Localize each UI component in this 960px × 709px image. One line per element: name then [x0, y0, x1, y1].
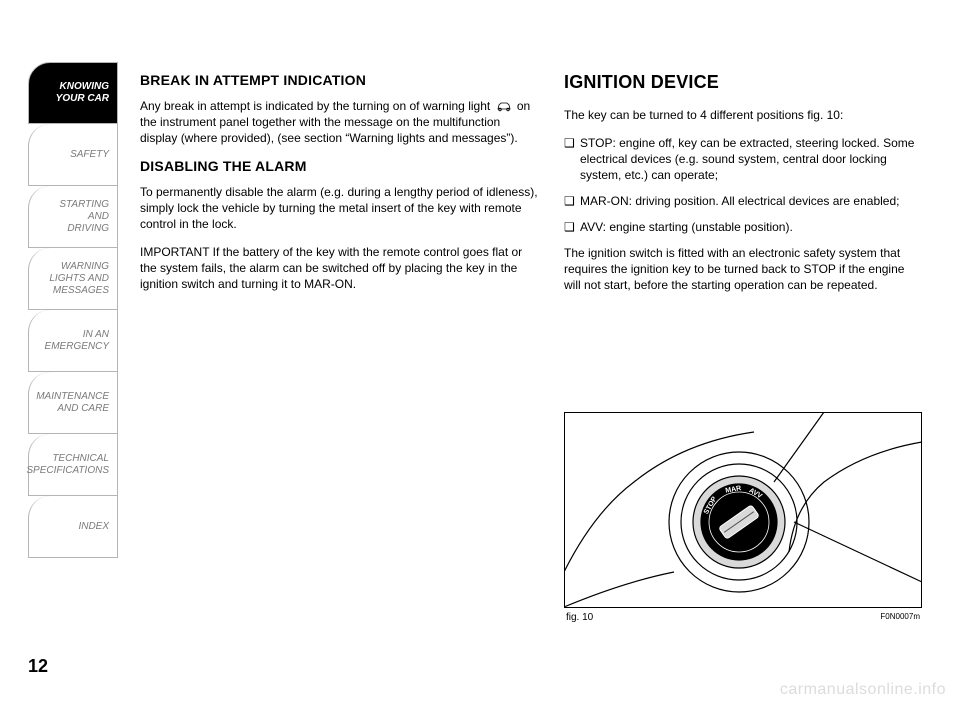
sidebar-tab-2[interactable]: STARTINGANDDRIVING: [28, 186, 118, 248]
heading-ignition: IGNITION DEVICE: [564, 72, 922, 93]
sidebar-tab-label: IN ANEMERGENCY: [45, 329, 109, 353]
sidebar-tab-label: MAINTENANCEAND CARE: [36, 391, 109, 415]
paragraph-ignition-after: The ignition switch is fitted with an el…: [564, 245, 922, 293]
sidebar-tab-label: STARTINGANDDRIVING: [59, 199, 109, 235]
heading-disable-alarm: DISABLING THE ALARM: [140, 158, 540, 174]
ignition-list-item: ❑STOP: engine off, key can be extracted,…: [564, 135, 922, 183]
sidebar-tab-0[interactable]: KNOWINGYOUR CAR: [28, 62, 118, 124]
list-bullet-icon: ❑: [564, 219, 580, 235]
sidebar-tab-1[interactable]: SAFETY: [28, 124, 118, 186]
sidebar-tab-3[interactable]: WARNINGLIGHTS ANDMESSAGES: [28, 248, 118, 310]
figure-caption-row: fig. 10 F0N0007m: [564, 612, 922, 623]
list-item-text: MAR-ON: driving position. All electrical…: [580, 193, 922, 209]
sidebar-tab-4[interactable]: IN ANEMERGENCY: [28, 310, 118, 372]
list-item-text: STOP: engine off, key can be extracted, …: [580, 135, 922, 183]
sidebar-tab-7[interactable]: INDEX: [28, 496, 118, 558]
page: KNOWINGYOUR CAR SAFETY STARTINGANDDRIVING W…: [0, 0, 960, 709]
ignition-svg: AVVMARSTOP: [564, 412, 922, 608]
ignition-list-item: ❑AVV: engine starting (unstable position…: [564, 219, 922, 235]
figure-ignition-device: AVVMARSTOP fig. 10 F0N0007m: [564, 412, 922, 623]
sidebar-tab-5[interactable]: MAINTENANCEAND CARE: [28, 372, 118, 434]
figure-caption: fig. 10: [566, 612, 593, 623]
figure-code: F0N0007m: [880, 612, 920, 623]
ignition-list: ❑STOP: engine off, key can be extracted,…: [564, 135, 922, 235]
sidebar-tab-label: TECHNICALSPECIFICATIONS: [26, 453, 109, 477]
sidebar-tab-label: KNOWINGYOUR CAR: [56, 81, 109, 105]
list-bullet-icon: ❑: [564, 193, 580, 209]
left-column: BREAK IN ATTEMPT INDICATION Any break in…: [140, 72, 540, 304]
sidebar-tab-6[interactable]: TECHNICALSPECIFICATIONS: [28, 434, 118, 496]
paragraph-important: IMPORTANT If the battery of the key with…: [140, 244, 540, 292]
sidebar-tab-label: INDEX: [78, 521, 109, 533]
paragraph-ignition-intro: The key can be turned to 4 different pos…: [564, 107, 922, 123]
right-column: IGNITION DEVICE The key can be turned to…: [564, 72, 922, 305]
car-warning-icon: [496, 102, 512, 112]
paragraph-disable-alarm: To permanently disable the alarm (e.g. d…: [140, 184, 540, 232]
ignition-list-item: ❑MAR-ON: driving position. All electrica…: [564, 193, 922, 209]
watermark: carmanualsonline.info: [780, 681, 946, 699]
list-bullet-icon: ❑: [564, 135, 580, 183]
paragraph-break-in: Any break in attempt is indicated by the…: [140, 98, 540, 146]
sidebar-tab-label: SAFETY: [70, 149, 109, 161]
page-number: 12: [28, 656, 48, 677]
heading-break-in: BREAK IN ATTEMPT INDICATION: [140, 72, 540, 88]
sidebar-tabs: KNOWINGYOUR CAR SAFETY STARTINGANDDRIVING W…: [28, 62, 118, 558]
sidebar-tab-label: WARNINGLIGHTS ANDMESSAGES: [49, 261, 109, 297]
list-item-text: AVV: engine starting (unstable position)…: [580, 219, 922, 235]
